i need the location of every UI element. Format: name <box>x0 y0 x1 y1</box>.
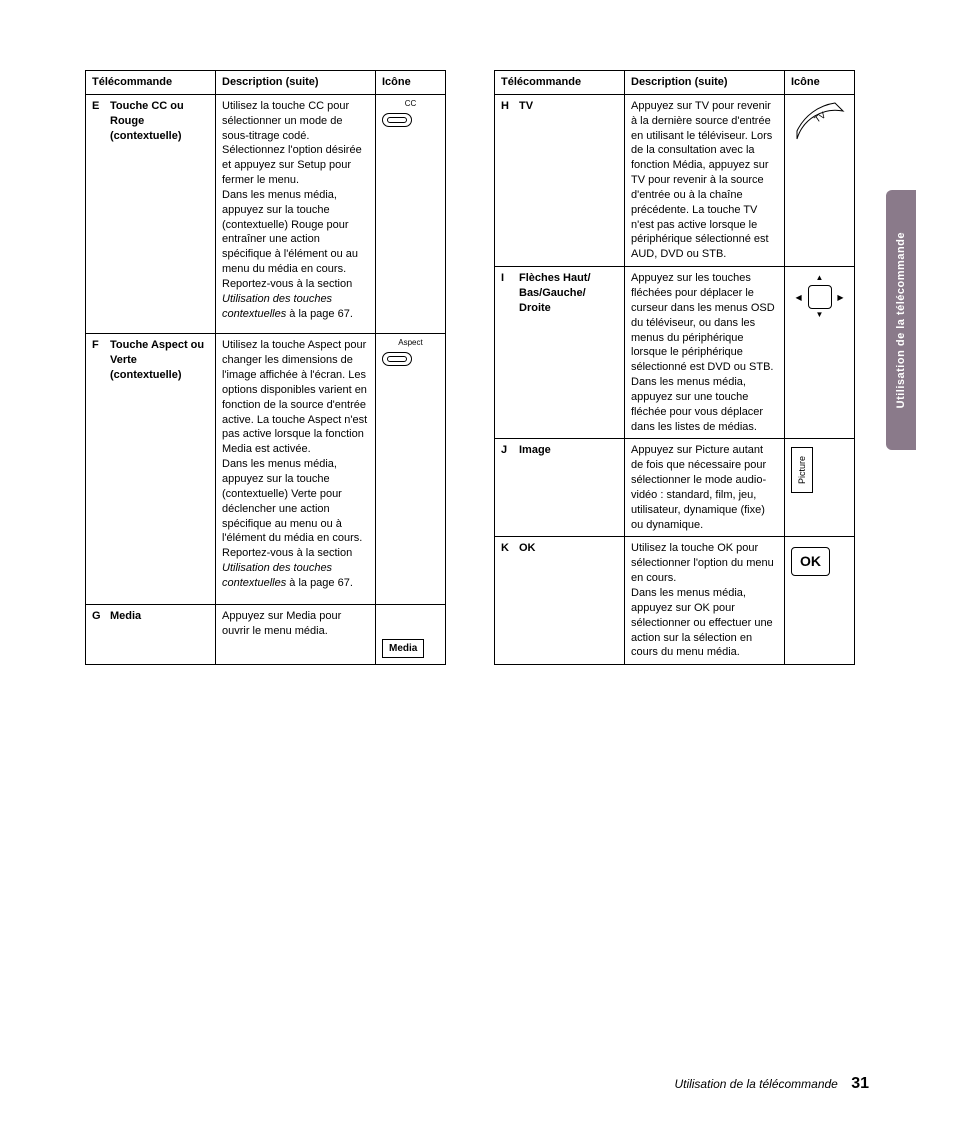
remote-label: Flèches Haut/ Bas/Gauche/ Droite <box>519 271 618 316</box>
description-cell: Utilisez la touche OK pour sélectionner … <box>625 537 785 665</box>
arrow-right-icon: ▶ <box>837 293 843 304</box>
svg-text:TV: TV <box>812 110 827 125</box>
row-letter: K <box>501 541 513 556</box>
remote-cell: FTouche Aspect ou Verte (contextuelle) <box>86 334 216 604</box>
col-header-icon: Icône <box>785 71 855 95</box>
row-letter: J <box>501 443 513 458</box>
arrow-left-icon: ◀ <box>796 293 802 304</box>
cc-label: CC <box>382 99 439 110</box>
dpad-center <box>808 285 832 309</box>
remote-label: Touche CC ou Rouge (contextuelle) <box>110 99 209 144</box>
remote-label: OK <box>519 541 618 556</box>
tv-icon: TV <box>795 101 845 141</box>
remote-label: Media <box>110 609 209 624</box>
table-row: IFlèches Haut/ Bas/Gauche/ DroiteAppuyez… <box>495 267 855 439</box>
table-row: FTouche Aspect ou Verte (contextuelle)Ut… <box>86 334 446 604</box>
footer-page-number: 31 <box>851 1075 869 1092</box>
remote-label: TV <box>519 99 618 114</box>
row-letter: H <box>501 99 513 114</box>
row-letter: G <box>92 609 104 624</box>
icon-cell: Picture <box>785 439 855 537</box>
col-header-desc: Description (suite) <box>216 71 376 95</box>
aspect-label: Aspect <box>382 338 439 349</box>
remote-cell: IFlèches Haut/ Bas/Gauche/ Droite <box>495 267 625 439</box>
description-cell: Appuyez sur Picture autant de fois que n… <box>625 439 785 537</box>
side-tab: Utilisation de la télécommande <box>886 190 916 450</box>
table-header-row: Télécommande Description (suite) Icône <box>86 71 446 95</box>
arrow-up-icon: ▲ <box>816 273 824 284</box>
remote-cell: K OK <box>495 537 625 665</box>
page-footer: Utilisation de la télécommande 31 <box>674 1075 869 1093</box>
table-header-row: Télécommande Description (suite) Icône <box>495 71 855 95</box>
table-row: KOKUtilisez la touche OK pour sélectionn… <box>495 537 855 665</box>
icon-cell: CC <box>376 94 446 334</box>
col-header-desc: Description (suite) <box>625 71 785 95</box>
left-table: Télécommande Description (suite) Icône E… <box>85 70 446 665</box>
remote-cell: G Media <box>86 604 216 665</box>
col-header-icon: Icône <box>376 71 446 95</box>
footer-title: Utilisation de la télécommande <box>674 1077 837 1091</box>
col-header-remote: Télécommande <box>86 71 216 95</box>
side-tab-label: Utilisation de la télécommande <box>895 232 907 408</box>
remote-label: Touche Aspect ou Verte (contextuelle) <box>110 338 209 383</box>
aspect-icon <box>382 352 412 366</box>
row-letter: I <box>501 271 513 316</box>
remote-cell: J Image <box>495 439 625 537</box>
page: Télécommande Description (suite) Icône E… <box>0 0 954 1123</box>
media-icon: Media <box>382 639 424 659</box>
description-cell: Appuyez sur Media pour ouvrir le menu mé… <box>216 604 376 665</box>
icon-cell: OK <box>785 537 855 665</box>
left-table-body: ETouche CC ou Rouge (contextuelle)Utilis… <box>86 94 446 664</box>
cc-icon <box>382 113 412 127</box>
table-row: G Media Appuyez sur Media pour ouvrir le m… <box>86 604 446 665</box>
col-header-remote: Télécommande <box>495 71 625 95</box>
picture-icon: Picture <box>791 447 813 493</box>
description-cell: Appuyez sur TV pour revenir à la dernièr… <box>625 94 785 266</box>
icon-cell: ▲ ▼ ◀ ▶ <box>785 267 855 439</box>
row-letter: E <box>92 99 104 144</box>
dpad-icon: ▲ ▼ ◀ ▶ <box>796 273 844 321</box>
table-columns: Télécommande Description (suite) Icône E… <box>85 70 855 665</box>
right-table: Télécommande Description (suite) Icône H… <box>494 70 855 665</box>
remote-label: Image <box>519 443 618 458</box>
description-cell: Utilisez la touche CC pour sélectionner … <box>216 94 376 334</box>
icon-cell: Aspect <box>376 334 446 604</box>
icon-cell: TV <box>785 94 855 266</box>
table-row: J Image Appuyez sur Picture autant de fois… <box>495 439 855 537</box>
row-letter: F <box>92 338 104 383</box>
ok-icon: OK <box>791 547 830 576</box>
arrow-down-icon: ▼ <box>816 310 824 321</box>
icon-cell: Media <box>376 604 446 665</box>
remote-cell: H TV <box>495 94 625 266</box>
right-table-body: H TV Appuyez sur TV pour revenir à la dern… <box>495 94 855 664</box>
description-cell: Utilisez la touche Aspect pour changer l… <box>216 334 376 604</box>
description-cell: Appuyez sur les touches fléchées pour dé… <box>625 267 785 439</box>
table-row: ETouche CC ou Rouge (contextuelle)Utilis… <box>86 94 446 334</box>
remote-cell: ETouche CC ou Rouge (contextuelle) <box>86 94 216 334</box>
table-row: H TV Appuyez sur TV pour revenir à la dern… <box>495 94 855 266</box>
